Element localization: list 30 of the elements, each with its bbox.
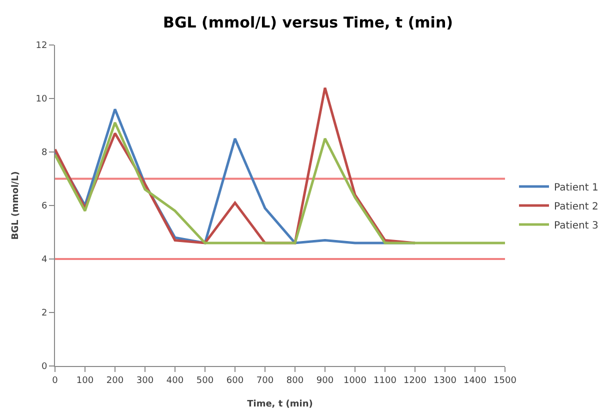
y-tick-label: 2	[41, 308, 48, 319]
x-tick-label: 700	[256, 376, 274, 386]
x-tick-label: 400	[166, 376, 184, 386]
y-tick-label: 12	[36, 41, 48, 52]
x-tick-label: 1400	[464, 376, 487, 386]
legend-label: Patient 2	[554, 201, 598, 212]
legend-label: Patient 3	[554, 220, 598, 232]
y-axis-title: BGL (mmol/L)	[11, 171, 22, 240]
legend-label: Patient 1	[554, 182, 598, 194]
x-tick-label: 600	[226, 376, 244, 386]
y-tick-label: 10	[36, 94, 48, 105]
x-tick-label: 1500	[494, 376, 517, 386]
x-tick-label: 1200	[404, 376, 427, 386]
y-tick-label: 4	[41, 255, 48, 266]
x-axis-title: Time, t (min)	[247, 400, 313, 410]
y-tick-label: 6	[41, 202, 48, 212]
line-series	[55, 121, 505, 244]
x-tick-label: 900	[316, 376, 334, 386]
x-tick-label: 800	[286, 376, 304, 386]
x-tick-label: 1300	[434, 376, 457, 386]
x-tick-label: 1000	[344, 376, 367, 386]
y-tick-label: 0	[41, 362, 48, 372]
x-tick-label: 0	[52, 376, 58, 386]
x-tick-label: 300	[136, 376, 154, 386]
y-tick-label: 8	[41, 148, 48, 158]
x-tick-label: 500	[196, 376, 214, 386]
x-tick-label: 100	[76, 376, 94, 386]
x-tick-label: 200	[106, 376, 124, 386]
x-tick-label: 1100	[374, 376, 397, 386]
chart-title: BGL (mmol/L) versus Time, t (min)	[163, 13, 453, 32]
